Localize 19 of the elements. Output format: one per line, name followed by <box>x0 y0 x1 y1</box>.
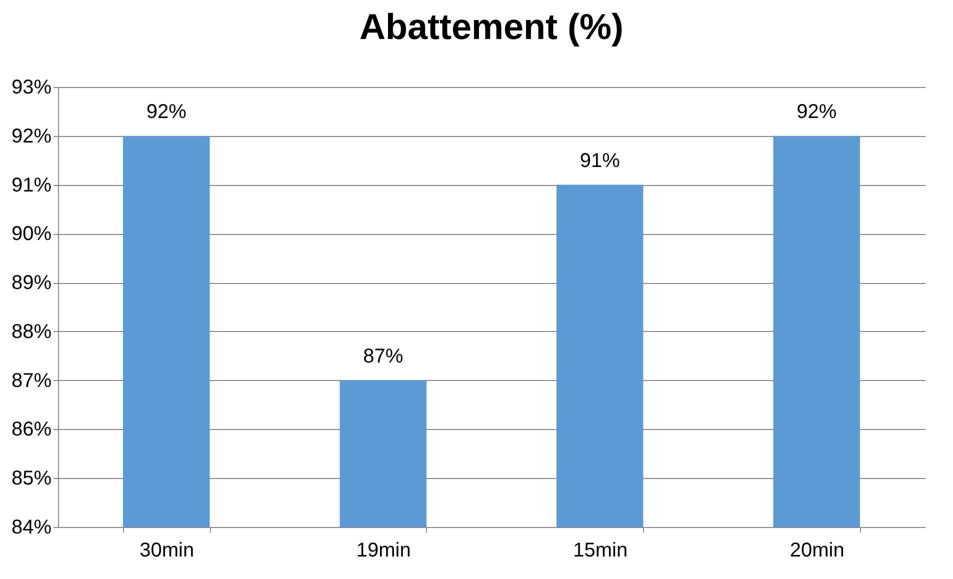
y-tick-label: 87% <box>11 370 52 392</box>
y-tick-label: 88% <box>11 320 52 343</box>
y-tick-label: 89% <box>11 272 52 294</box>
y-tick-label: 93% <box>11 76 52 98</box>
y-tick-label: 90% <box>11 223 52 246</box>
x-tick-label: 30min <box>140 540 194 562</box>
data-label: 92% <box>146 100 187 123</box>
x-tick-label: 19min <box>356 540 411 562</box>
data-label: 87% <box>363 345 404 368</box>
y-tick-label: 91% <box>11 174 52 196</box>
chart-title: Abattement (%) <box>359 6 624 47</box>
x-tick-label: 20min <box>790 540 844 562</box>
y-tick-label: 86% <box>11 418 52 441</box>
data-label: 92% <box>796 100 837 123</box>
data-label: 91% <box>580 150 620 172</box>
y-tick-label: 92% <box>11 125 52 148</box>
x-tick-label: 15min <box>573 540 628 562</box>
y-tick-label: 84% <box>11 516 52 538</box>
y-tick-label: 85% <box>11 468 52 490</box>
